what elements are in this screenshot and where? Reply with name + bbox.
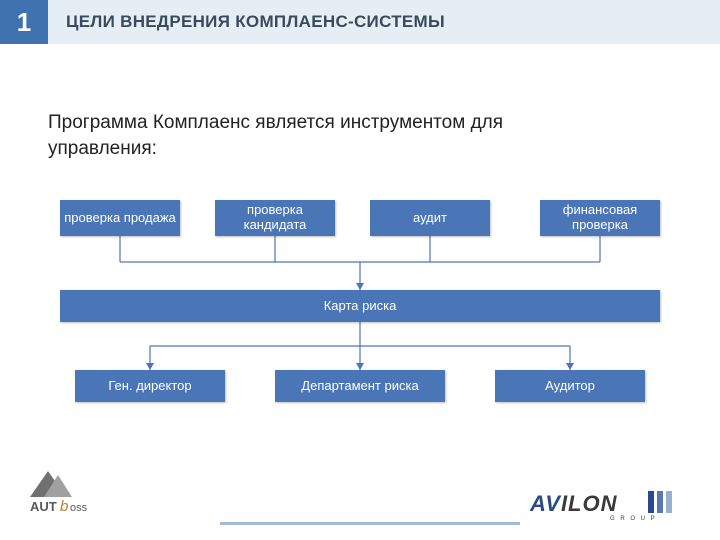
diagram-node: проверка продажа [60, 200, 180, 236]
svg-text:b: b [60, 498, 68, 513]
svg-text:AVILON: AVILON [530, 491, 618, 516]
subtitle-text: Программа Комплаенс является инструменто… [48, 110, 608, 161]
page-title: ЦЕЛИ ВНЕДРЕНИЯ КОМПЛАЕНС-СИСТЕМЫ [66, 12, 445, 32]
logo-avilon: AVILON G R O U P [530, 487, 700, 526]
autoboss-icon: AUT b oss [30, 471, 110, 513]
diagram-node: проверка кандидата [215, 200, 335, 236]
diagram-node: Аудитор [495, 370, 645, 402]
diagram-node: финансовая проверка [540, 200, 660, 236]
diagram-node: Ген. директор [75, 370, 225, 402]
diagram-node: Департамент риска [275, 370, 445, 402]
org-diagram: проверка продажа проверка кандидата аудит ф… [60, 200, 660, 430]
logo-autoboss: AUT b oss [30, 471, 110, 518]
svg-text:G R O U P: G R O U P [610, 516, 657, 521]
autoboss-text: AUT [30, 499, 57, 513]
avilon-icon: AVILON G R O U P [530, 487, 700, 521]
svg-text:oss: oss [70, 502, 88, 513]
diagram-node: аудит [370, 200, 490, 236]
footer: AUT b oss AVILON G R O U P [0, 480, 720, 540]
diagram-node: Карта риска [60, 290, 660, 322]
header-bar: 1 ЦЕЛИ ВНЕДРЕНИЯ КОМПЛАЕНС-СИСТЕМЫ [0, 0, 720, 44]
slide-number: 1 [0, 0, 48, 44]
